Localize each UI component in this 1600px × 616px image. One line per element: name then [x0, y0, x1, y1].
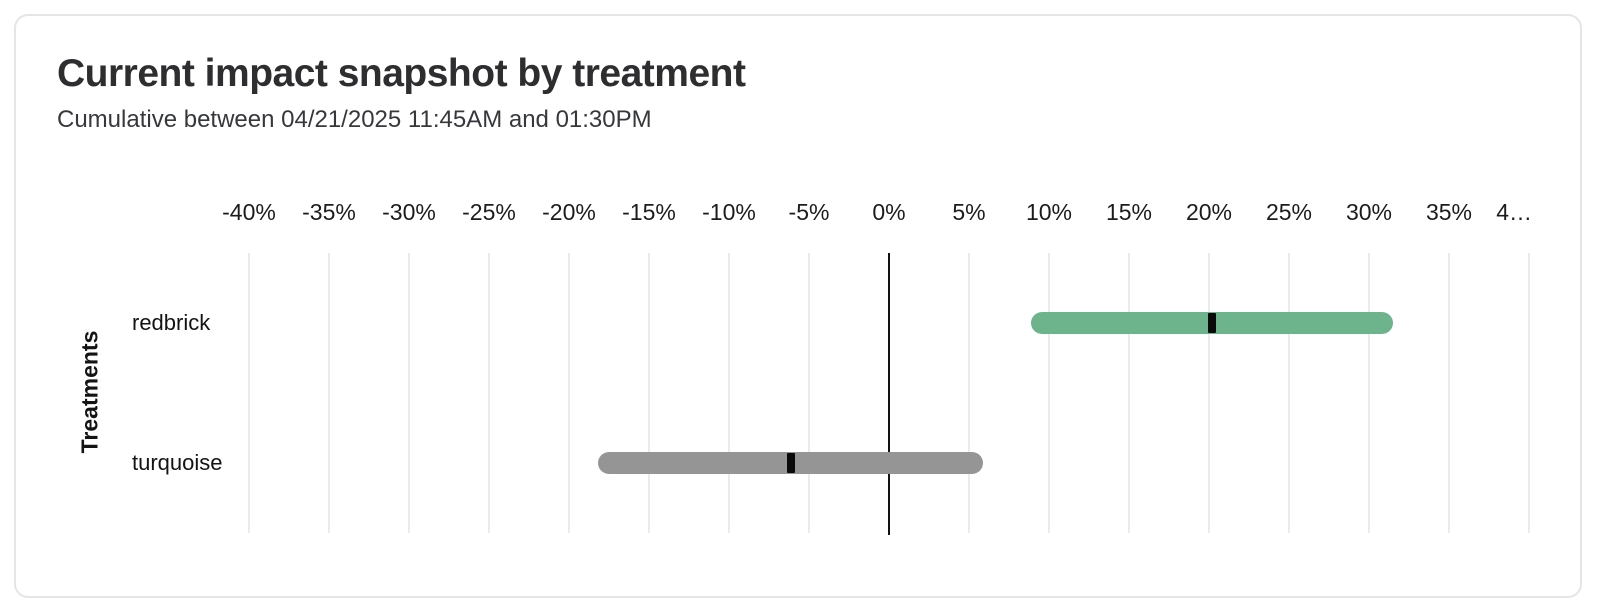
x-tick-label: 25%	[1265, 199, 1313, 225]
gridline	[328, 253, 330, 533]
chart-card	[14, 14, 1582, 598]
gridline	[1528, 253, 1530, 533]
gridline	[1368, 253, 1370, 533]
gridline	[648, 253, 650, 533]
point-estimate-marker-turquoise	[787, 453, 796, 473]
x-tick-label: -5%	[788, 199, 830, 225]
x-tick-label: 35%	[1425, 199, 1473, 225]
x-tick-label: 10%	[1025, 199, 1073, 225]
gridline	[728, 253, 730, 533]
x-tick-label: -40%	[222, 199, 276, 225]
chart-title: Current impact snapshot by treatment	[57, 52, 746, 95]
gridline	[568, 253, 570, 533]
gridline	[1048, 253, 1050, 533]
gridline	[1288, 253, 1290, 533]
x-tick-label: -10%	[702, 199, 756, 225]
gridline	[408, 253, 410, 533]
x-tick-label: -35%	[302, 199, 356, 225]
gridline	[968, 253, 970, 533]
x-tick-label: 4…	[1496, 199, 1532, 225]
x-tick-label: 30%	[1345, 199, 1393, 225]
x-tick-label: 5%	[952, 199, 986, 225]
category-label-turquoise: turquoise	[132, 450, 223, 475]
category-label-redbrick: redbrick	[132, 310, 211, 335]
x-tick-label: -20%	[542, 199, 596, 225]
gridline	[488, 253, 490, 533]
gridline	[1448, 253, 1450, 533]
x-tick-label: 20%	[1185, 199, 1233, 225]
x-tick-label: 15%	[1105, 199, 1153, 225]
gridline	[808, 253, 810, 533]
x-tick-label: -30%	[382, 199, 436, 225]
gridline	[248, 253, 250, 533]
point-estimate-marker-redbrick	[1208, 313, 1217, 333]
zero-line	[888, 253, 890, 535]
gridline	[1208, 253, 1210, 533]
y-axis-title: Treatments	[76, 330, 103, 454]
x-tick-label: -25%	[462, 199, 516, 225]
gridline	[1128, 253, 1130, 533]
x-tick-label: 0%	[872, 199, 906, 225]
x-tick-label: -15%	[622, 199, 676, 225]
chart-subtitle: Cumulative between 04/21/2025 11:45AM an…	[57, 106, 652, 133]
